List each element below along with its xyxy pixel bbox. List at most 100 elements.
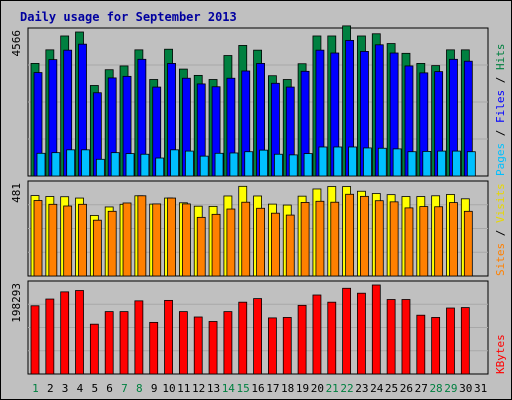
- bar-pages-day-25: [392, 148, 402, 177]
- x-tick-label-day-17: 17: [266, 382, 279, 395]
- bar-pages-day-18: [288, 154, 298, 177]
- x-tick-label-day-4: 4: [77, 382, 84, 395]
- bar-pages-day-11: [184, 150, 194, 177]
- bar-kbytes-day-22: [342, 287, 352, 375]
- bar-pages-day-5: [95, 158, 105, 177]
- bar-sites-day-9: [152, 203, 162, 277]
- x-tick-label-day-6: 6: [106, 382, 113, 395]
- bar-pages-day-2: [51, 152, 61, 177]
- legend-separator: /: [494, 70, 507, 90]
- bar-kbytes-day-18: [282, 317, 292, 375]
- bar-pages-day-20: [318, 146, 328, 177]
- bar-pages-day-23: [363, 147, 372, 177]
- bar-sites-day-13: [211, 213, 221, 277]
- x-tick-label-day-26: 26: [400, 382, 413, 395]
- bar-sites-day-16: [256, 207, 265, 277]
- x-tick-label-day-5: 5: [91, 382, 98, 395]
- bar-kbytes-day-24: [371, 284, 381, 375]
- bar-pages-day-10: [170, 149, 179, 177]
- bar-pages-day-7: [125, 153, 135, 177]
- bar-sites-day-29: [449, 202, 458, 277]
- x-tick-label-day-3: 3: [62, 382, 69, 395]
- bar-kbytes-day-12: [193, 316, 203, 375]
- bar-kbytes-day-20: [312, 294, 322, 375]
- bar-kbytes-day-7: [119, 311, 129, 375]
- bar-sites-day-27: [419, 206, 429, 277]
- legend-visits: Visits: [494, 183, 507, 223]
- bar-pages-day-19: [303, 153, 313, 177]
- panel-2: 481: [10, 180, 489, 277]
- x-tick-label-day-24: 24: [370, 382, 384, 395]
- bar-sites-day-23: [360, 195, 369, 277]
- x-tick-label-day-23: 23: [355, 382, 368, 395]
- bar-sites-day-8: [137, 195, 147, 277]
- x-tick-label-day-31: 31: [474, 382, 487, 395]
- x-tick-label-day-18: 18: [281, 382, 294, 395]
- bar-pages-day-9: [155, 157, 165, 177]
- bar-pages-day-4: [81, 149, 90, 177]
- legend-separator: /: [494, 123, 507, 143]
- bar-sites-day-7: [122, 202, 132, 277]
- bar-pages-day-29: [452, 150, 461, 177]
- x-tick-label-day-13: 13: [207, 382, 220, 395]
- x-tick-label-day-14: 14: [222, 382, 236, 395]
- bar-sites-day-21: [330, 201, 340, 277]
- bar-kbytes-day-16: [253, 298, 262, 375]
- bar-pages-day-22: [348, 146, 358, 177]
- bar-pages-day-27: [422, 151, 432, 177]
- bar-pages-day-14: [229, 152, 239, 177]
- bar-kbytes-day-2: [45, 298, 55, 375]
- bar-pages-day-6: [110, 152, 120, 177]
- x-tick-label-day-1: 1: [32, 382, 39, 395]
- bar-sites-day-28: [434, 206, 444, 277]
- bar-pages-day-30: [466, 151, 476, 177]
- bar-sites-day-11: [181, 203, 191, 277]
- x-axis-day-labels: 1 2 3 4 5 6 7 8 9 10 11 12 13 14 15 16 17 18 19 20 21 22 23 24 2…: [32, 382, 487, 395]
- bar-kbytes-day-9: [149, 321, 159, 375]
- bar-sites-day-24: [374, 200, 384, 277]
- bar-sites-day-2: [48, 203, 58, 277]
- side-legend: Pages / Files / Hits Sites / Visits KBytes: [494, 44, 507, 375]
- bar-sites-day-26: [404, 207, 414, 277]
- bar-kbytes-day-29: [446, 307, 455, 375]
- bar-sites-day-10: [167, 197, 176, 277]
- bar-sites-day-20: [315, 200, 325, 277]
- bar-kbytes-day-21: [327, 301, 337, 375]
- bar-kbytes-day-17: [268, 317, 277, 375]
- y-max-label: 481: [10, 183, 23, 203]
- x-tick-label-day-22: 22: [340, 382, 353, 395]
- x-tick-label-day-28: 28: [429, 382, 442, 395]
- x-tick-label-day-30: 30: [459, 382, 472, 395]
- side-legend-panel-3: KBytes: [494, 334, 507, 374]
- bar-kbytes-day-14: [223, 311, 233, 375]
- bar-sites-day-4: [78, 203, 87, 277]
- x-tick-label-day-7: 7: [121, 382, 128, 395]
- bar-kbytes-day-28: [431, 317, 441, 375]
- bar-kbytes-day-5: [89, 323, 99, 375]
- bar-kbytes-day-8: [134, 300, 144, 375]
- bar-sites-day-30: [463, 210, 473, 277]
- x-tick-label-day-15: 15: [237, 382, 250, 395]
- bar-pages-day-12: [199, 155, 209, 177]
- bar-kbytes-day-15: [238, 301, 248, 375]
- bar-sites-day-5: [92, 219, 102, 277]
- bar-sites-day-14: [226, 208, 236, 277]
- bar-sites-day-18: [285, 214, 295, 277]
- legend-sites: Sites: [494, 243, 507, 276]
- chart-title: Daily usage for September 2013: [20, 10, 237, 24]
- panel-1: 4566: [10, 25, 489, 177]
- bar-sites-day-15: [241, 201, 251, 277]
- bar-sites-day-22: [345, 193, 355, 277]
- bar-pages-day-1: [36, 152, 46, 177]
- bar-pages-day-17: [274, 153, 283, 177]
- bar-kbytes-day-4: [75, 290, 84, 375]
- bar-pages-day-26: [407, 151, 417, 177]
- bar-kbytes-day-25: [386, 299, 396, 375]
- x-tick-label-day-29: 29: [444, 382, 457, 395]
- legend-hits: Hits: [494, 44, 507, 71]
- x-tick-label-day-8: 8: [136, 382, 143, 395]
- x-tick-label-day-16: 16: [251, 382, 264, 395]
- x-tick-label-day-27: 27: [415, 382, 428, 395]
- bar-sites-day-3: [63, 205, 73, 277]
